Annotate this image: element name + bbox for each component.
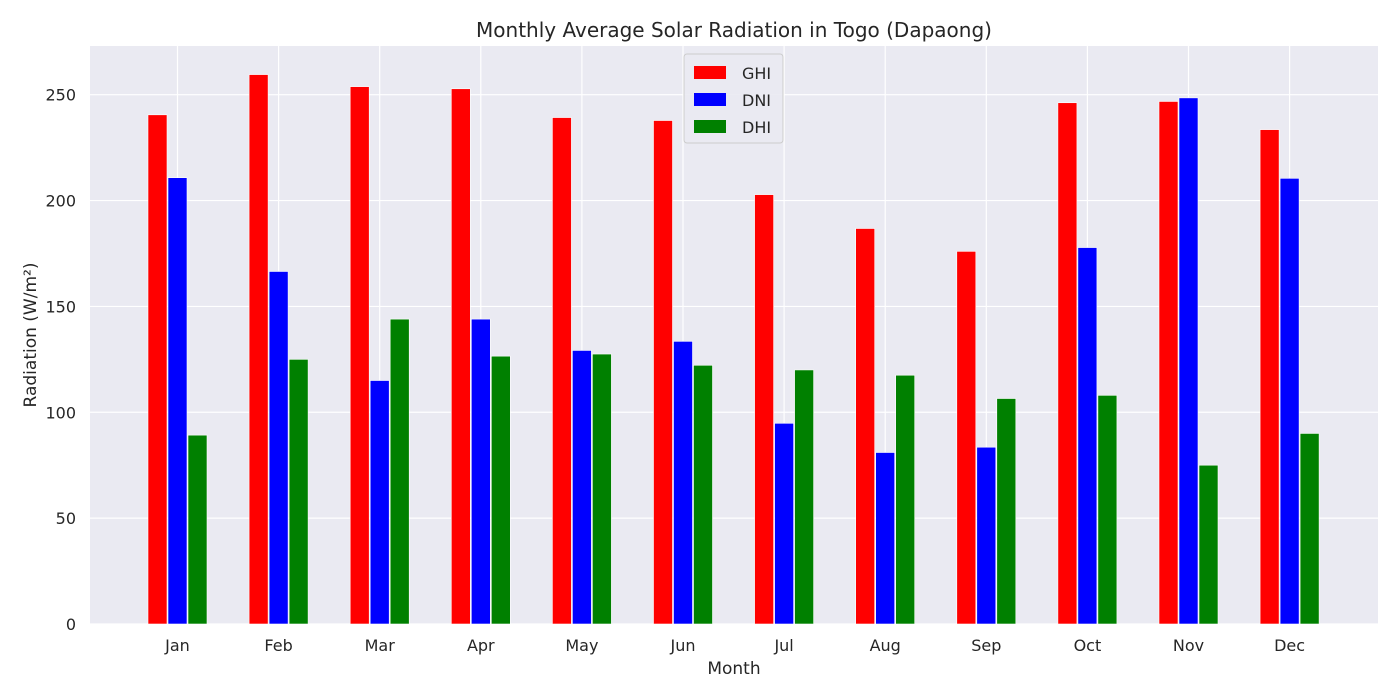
y-tick-label: 50: [56, 509, 76, 528]
bar-dni-dec: [1279, 178, 1300, 625]
bar-dhi-aug: [895, 374, 916, 625]
legend-swatch: [694, 120, 726, 133]
bar-ghi-apr: [450, 88, 471, 625]
bar-dni-nov: [1178, 97, 1199, 625]
bar-dni-may: [572, 350, 592, 625]
x-tick-label: Oct: [1074, 636, 1102, 655]
bar-dni-jun: [673, 341, 693, 625]
x-axis-ticks: Jan Feb Mar Apr May Jun Jul Aug Sep Oct Nov Dec: [164, 636, 1305, 655]
bar-dhi-jan: [187, 434, 208, 625]
y-axis-ticks: 0 50 100 150 200 250: [45, 86, 76, 634]
x-tick-label: Feb: [264, 636, 292, 655]
bar-ghi-nov: [1158, 101, 1179, 625]
x-tick-label: Jan: [164, 636, 190, 655]
bar-ghi-oct: [1057, 102, 1078, 625]
x-tick-label: May: [565, 636, 598, 655]
x-tick-label: Apr: [467, 636, 495, 655]
bar-ghi-may: [552, 117, 572, 625]
x-tick-label: Dec: [1274, 636, 1305, 655]
legend: GHI DNI DHI: [683, 53, 784, 144]
y-tick-label: 250: [45, 86, 76, 105]
x-tick-label: Jun: [670, 636, 696, 655]
chart-title: Monthly Average Solar Radiation in Togo …: [476, 18, 992, 42]
bar-ghi-aug: [855, 228, 876, 625]
bar-dni-apr: [470, 318, 491, 625]
bar-dni-jul: [774, 422, 794, 625]
bar-ghi-jun: [653, 120, 673, 625]
bar-dni-oct: [1077, 247, 1098, 625]
y-axis-label: Radiation (W/m²): [21, 263, 41, 408]
bars: [147, 74, 1320, 625]
y-tick-label: 150: [45, 297, 76, 316]
bar-ghi-dec: [1259, 129, 1280, 625]
x-tick-label: Jul: [773, 636, 793, 655]
bar-dhi-may: [592, 353, 612, 625]
bar-dhi-mar: [389, 318, 410, 625]
bar-dhi-dec: [1299, 433, 1320, 625]
legend-label: DNI: [742, 91, 771, 110]
bar-dhi-apr: [490, 355, 511, 625]
bar-ghi-jul: [754, 194, 774, 625]
bar-dhi-sep: [996, 398, 1017, 625]
bar-dhi-feb: [288, 359, 309, 625]
y-tick-label: 200: [45, 192, 76, 211]
x-tick-label: Sep: [971, 636, 1001, 655]
bar-dhi-oct: [1097, 395, 1118, 625]
x-axis-label: Month: [707, 659, 760, 679]
legend-swatch: [694, 93, 726, 106]
bar-ghi-mar: [349, 86, 370, 625]
legend-swatch: [694, 66, 726, 79]
x-tick-label: Aug: [870, 636, 901, 655]
bar-dhi-jul: [794, 369, 814, 625]
bar-dni-feb: [268, 271, 289, 625]
bar-dni-aug: [875, 452, 896, 625]
y-tick-label: 100: [45, 403, 76, 422]
x-tick-label: Mar: [365, 636, 396, 655]
legend-label: DHI: [742, 118, 771, 137]
legend-label: GHI: [742, 64, 771, 83]
y-tick-label: 0: [66, 615, 76, 634]
bar-dni-sep: [976, 446, 997, 625]
bar-ghi-sep: [956, 251, 977, 625]
bar-ghi-jan: [147, 114, 168, 625]
bar-dni-jan: [167, 177, 188, 625]
bar-dni-mar: [369, 380, 390, 625]
bar-ghi-feb: [248, 74, 269, 625]
bar-dhi-nov: [1198, 464, 1219, 625]
x-tick-label: Nov: [1173, 636, 1204, 655]
bar-dhi-jun: [693, 364, 713, 625]
